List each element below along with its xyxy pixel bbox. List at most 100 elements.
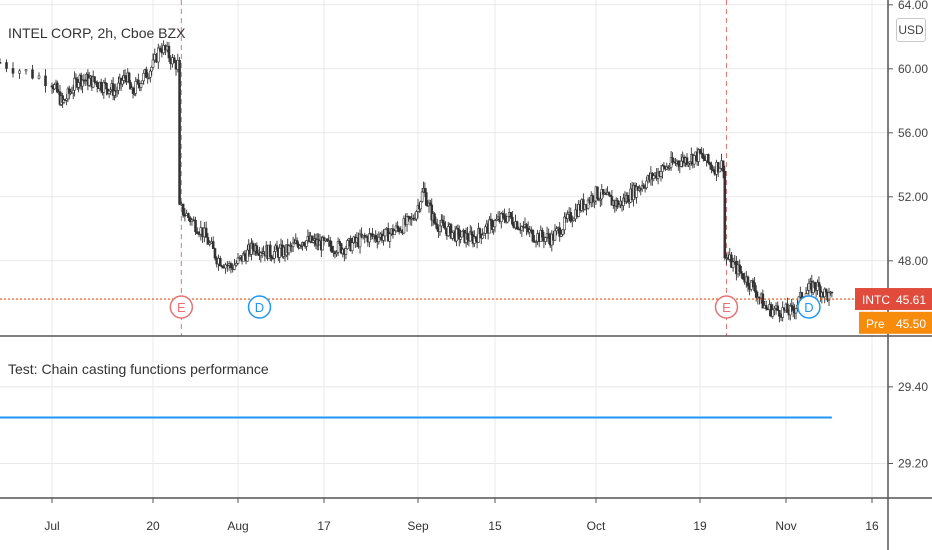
candle-body <box>451 232 454 239</box>
candle-body <box>195 231 199 234</box>
earnings-marker[interactable]: E <box>714 295 739 319</box>
candle-body <box>455 228 458 242</box>
candle-body <box>700 152 703 155</box>
candle-body <box>446 226 450 237</box>
candle-body <box>105 82 108 90</box>
indicator-title[interactable]: Test: Chain casting functions performanc… <box>8 361 269 377</box>
candle-body <box>751 280 755 284</box>
candle-body <box>234 263 238 266</box>
candle-body <box>710 164 713 170</box>
candle-body <box>224 264 227 269</box>
candle-body <box>73 77 76 91</box>
candle-body <box>358 233 362 248</box>
time-axis[interactable]: Jul 20 Aug 17 Sep 15 Oct 19 Nov 16 <box>44 498 879 533</box>
candle-body <box>344 248 348 255</box>
candle-body <box>145 69 148 78</box>
candle-body <box>441 219 445 224</box>
candle-body <box>229 263 233 269</box>
candle-body <box>718 168 722 173</box>
candle-body <box>509 212 513 218</box>
time-axis-label: Jul <box>44 519 59 533</box>
candle-body <box>716 161 720 173</box>
candle-body <box>178 60 181 205</box>
candle-body <box>692 155 696 165</box>
candle-body <box>449 224 453 239</box>
event-letter: D <box>255 300 264 315</box>
candle-body <box>246 249 249 262</box>
candle-body <box>435 223 439 230</box>
candles <box>0 40 834 323</box>
candle-body <box>525 224 528 229</box>
candle-body <box>468 231 472 242</box>
candle-body <box>11 68 15 74</box>
price-axis-label: 48.00 <box>898 254 928 268</box>
candle-body <box>511 216 514 225</box>
candle-body <box>157 47 160 63</box>
time-axis-label: 17 <box>317 519 331 533</box>
candle-body <box>558 227 562 237</box>
candle-body <box>771 309 775 317</box>
event-letter: E <box>177 300 186 315</box>
last-price-tag: INTC 45.61 <box>855 288 932 311</box>
candle-body <box>481 234 484 239</box>
candle-body <box>5 62 8 69</box>
symbol-title[interactable]: INTEL CORP, 2h, Cboe BZX <box>8 25 186 41</box>
candle-body <box>405 216 409 226</box>
candle-body <box>408 216 412 220</box>
candle-body <box>95 82 99 87</box>
candle-body <box>339 243 343 254</box>
candle-body <box>24 69 28 72</box>
candle-body <box>534 241 538 243</box>
candle-body <box>181 203 185 216</box>
dividend-marker[interactable]: D <box>797 295 821 319</box>
candle-body <box>368 233 371 243</box>
candle-body <box>492 226 495 230</box>
candle-body <box>791 306 795 311</box>
candle-body <box>711 169 715 172</box>
candle-body <box>139 83 143 88</box>
candle-body <box>806 290 809 294</box>
candle-body <box>208 242 211 245</box>
candle-body <box>555 228 558 232</box>
candle-body <box>134 81 138 94</box>
dividend-marker[interactable]: D <box>247 295 272 319</box>
candle-body <box>572 218 576 221</box>
candle-body <box>56 82 59 93</box>
candle-body <box>363 234 367 238</box>
candle-body <box>305 240 308 247</box>
candle-body <box>424 192 428 206</box>
candle-body <box>484 226 487 234</box>
candle-body <box>738 264 741 272</box>
candle-body <box>117 82 120 91</box>
last-price-ticker: INTC <box>862 293 890 307</box>
currency-button[interactable]: USD <box>896 18 926 42</box>
candle-body <box>547 233 550 239</box>
candle-body <box>522 226 525 228</box>
candle-body <box>236 257 240 264</box>
candle-body <box>501 213 505 215</box>
candle-body <box>396 225 399 229</box>
candle-body <box>328 240 332 247</box>
candle-body <box>807 283 811 291</box>
indicator-axis-label: 29.20 <box>898 457 928 471</box>
candle-body <box>723 171 727 259</box>
candle-body <box>645 180 648 189</box>
candle-body <box>433 213 436 224</box>
price-axis[interactable]: 64.00 60.00 56.00 52.00 48.00 29.40 29.20 <box>888 0 928 471</box>
candle-body <box>778 310 781 317</box>
candle-body <box>515 221 519 230</box>
candle-body <box>383 228 387 237</box>
candle-body <box>781 307 784 318</box>
candle-body <box>251 242 255 250</box>
candle-body <box>420 191 424 202</box>
time-axis-label: Aug <box>227 519 248 533</box>
candle-body <box>786 303 789 313</box>
candle-body <box>679 160 683 167</box>
earnings-marker[interactable]: E <box>169 295 194 319</box>
candle-body <box>741 273 745 280</box>
candle-body <box>746 276 750 287</box>
candle-body <box>107 90 111 94</box>
